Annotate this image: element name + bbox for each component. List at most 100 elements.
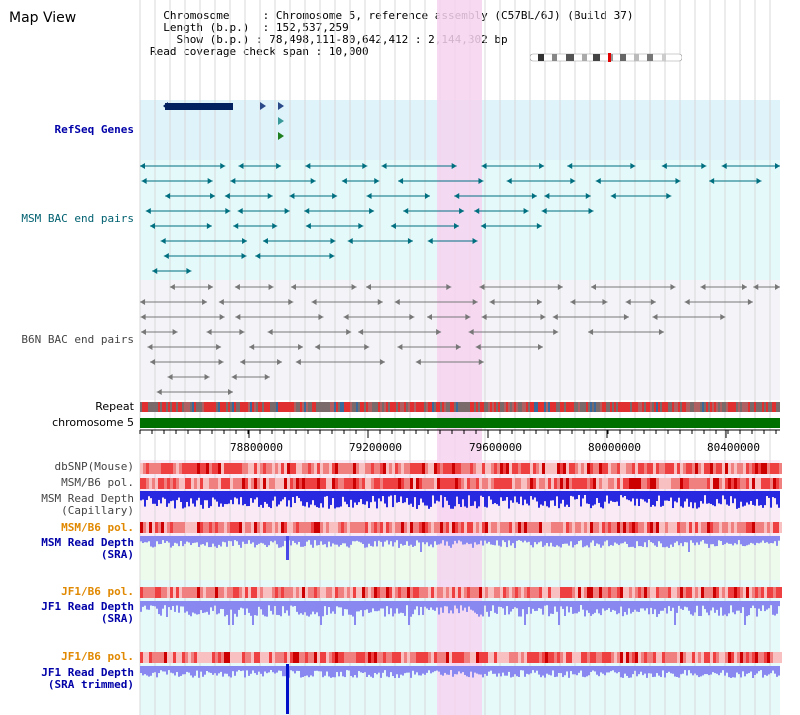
read-depth-bar <box>484 666 486 674</box>
polymorphism-cell <box>542 652 545 663</box>
track-label-refseq[interactable]: RefSeq Genes <box>54 123 134 136</box>
read-depth-bar <box>732 491 734 504</box>
read-depth-bar <box>312 536 314 548</box>
read-depth-bar <box>454 491 456 507</box>
polymorphism-cell <box>458 478 461 489</box>
track-label-jf1-depth-trimmed[interactable]: JF1 Read Depth (SRA trimmed) <box>41 666 134 691</box>
read-depth-bar <box>492 536 494 545</box>
polymorphism-cell <box>290 652 293 663</box>
track-label-chromosome[interactable]: chromosome 5 <box>52 416 134 429</box>
polymorphism-cell <box>656 652 659 663</box>
polymorphism-cell <box>635 478 638 489</box>
read-depth-bar <box>510 536 512 546</box>
polymorphism-cell <box>191 478 194 489</box>
read-depth-bar <box>516 536 518 541</box>
msm-bac-pair-end <box>459 208 465 214</box>
track-label-msm-b6-pol-2[interactable]: MSM/B6 pol. <box>61 521 134 534</box>
read-depth-bar <box>750 536 752 543</box>
read-depth-bar <box>500 491 502 498</box>
polymorphism-cell <box>764 652 767 663</box>
msm-bac-pair-end <box>570 178 576 184</box>
polymorphism-cell <box>497 652 500 663</box>
polymorphism-cell <box>200 478 203 489</box>
polymorphism-cell <box>272 587 275 598</box>
read-depth-bar <box>762 491 764 508</box>
polymorphism-cell <box>503 463 506 474</box>
read-depth-bar <box>692 666 694 676</box>
track-label-jf1-b6-pol-2[interactable]: JF1/B6 pol. <box>61 650 134 663</box>
polymorphism-cell <box>755 463 758 474</box>
read-depth-bar <box>354 666 356 676</box>
track-label-msm-depth-capillary[interactable]: MSM Read Depth (Capillary) <box>41 492 134 517</box>
polymorphism-cell <box>203 478 206 489</box>
track-label-msm-depth-sra[interactable]: MSM Read Depth (SRA) <box>41 536 134 561</box>
polymorphism-cell <box>740 463 743 474</box>
track-label-dbsnp[interactable]: dbSNP(Mouse) <box>54 460 134 473</box>
track-label-jf1-b6-pol-1[interactable]: JF1/B6 pol. <box>61 585 134 598</box>
read-depth-bar <box>622 491 624 498</box>
read-depth-bar <box>306 491 308 503</box>
polymorphism-cell <box>524 463 527 474</box>
read-depth-bar <box>150 536 152 547</box>
read-depth-bar <box>600 666 602 673</box>
refseq-gene <box>165 103 233 110</box>
read-depth-bar <box>362 536 364 545</box>
read-depth-bar <box>634 601 636 610</box>
chromosome-ideogram[interactable] <box>530 53 682 62</box>
polymorphism-cell <box>359 463 362 474</box>
polymorphism-cell <box>158 522 161 533</box>
repeat-segment <box>686 402 688 412</box>
polymorphism-cell <box>515 478 518 489</box>
polymorphism-cell <box>749 587 752 598</box>
polymorphism-cell <box>380 652 383 663</box>
track-label-msm-b6-pol-1[interactable]: MSM/B6 pol. <box>61 476 134 489</box>
read-depth-bar <box>390 666 392 673</box>
repeat-segment <box>680 402 682 412</box>
polymorphism-cell <box>680 587 683 598</box>
polymorphism-cell <box>482 478 485 489</box>
read-depth-bar <box>378 491 380 499</box>
read-depth-bar <box>190 491 192 499</box>
track-label-jf1-depth-sra[interactable]: JF1 Read Depth (SRA) <box>41 600 134 625</box>
read-depth-bar <box>274 536 276 541</box>
read-depth-bar <box>334 536 336 545</box>
read-depth-bar <box>366 601 368 610</box>
track-label-repeat[interactable]: Repeat <box>95 400 134 413</box>
read-depth-bar <box>212 536 214 544</box>
polymorphism-cell <box>452 587 455 598</box>
polymorphism-cell <box>566 478 569 489</box>
read-depth-bar <box>450 536 452 548</box>
read-depth-bar <box>610 601 612 612</box>
read-depth-bar <box>310 666 312 676</box>
read-depth-bar <box>348 666 350 671</box>
read-depth-bar <box>410 536 412 545</box>
read-depth-bar <box>482 601 484 617</box>
polymorphism-cell <box>254 587 257 598</box>
read-depth-bar <box>490 666 492 671</box>
track-label-b6n-bac[interactable]: B6N BAC end pairs <box>21 333 134 346</box>
read-depth-bar <box>420 601 422 607</box>
polymorphism-cell <box>458 587 461 598</box>
polymorphism-cell <box>335 652 338 663</box>
track-label-msm-bac[interactable]: MSM BAC end pairs <box>21 212 134 225</box>
polymorphism-cell <box>362 652 365 663</box>
polymorphism-cell <box>659 652 662 663</box>
read-depth-bar <box>352 536 354 542</box>
polymorphism-cell <box>404 522 407 533</box>
polymorphism-cell <box>227 463 230 474</box>
read-depth-bar <box>730 536 732 544</box>
read-depth-bar <box>410 491 412 504</box>
read-depth-bar <box>742 491 744 507</box>
b6n-bac-pair-end <box>623 314 629 320</box>
polymorphism-cell <box>350 463 353 474</box>
msm-bac-pair-end <box>149 223 155 229</box>
read-depth-bar <box>214 666 216 674</box>
read-depth-bar <box>252 601 254 625</box>
polymorphism-cell <box>776 652 779 663</box>
read-depth-bar <box>618 601 620 614</box>
read-depth-bar <box>674 601 676 625</box>
polymorphism-cell <box>488 463 491 474</box>
axis-tick-label: 80400000 <box>707 441 760 454</box>
polymorphism-cell <box>569 478 572 489</box>
